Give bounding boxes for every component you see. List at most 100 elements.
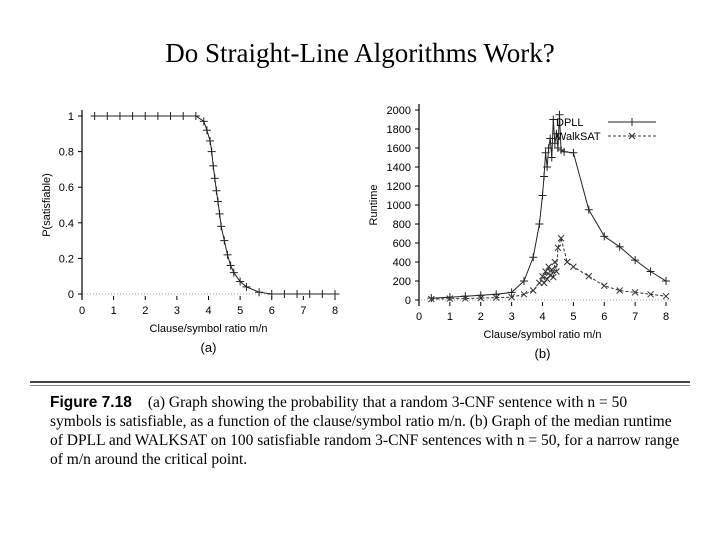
x-axis-label: Clause/symbol ratio m/n (150, 323, 268, 335)
series-line-dpll (431, 114, 667, 299)
data-point (529, 253, 538, 262)
y-tick-label: 200 (393, 276, 411, 288)
data-point (555, 110, 564, 119)
data-point (202, 126, 211, 135)
data-point (557, 234, 565, 242)
y-tick-label: 1600 (387, 143, 411, 155)
y-tick-label: 600 (393, 238, 411, 250)
data-point (477, 294, 485, 302)
y-axis-label: P(satisfiable) (41, 173, 53, 237)
data-point (179, 112, 188, 120)
data-point (128, 112, 137, 120)
y-tick-label: 0 (405, 295, 411, 307)
y-tick-label: 1800 (387, 124, 411, 136)
x-tick-label: 7 (632, 311, 638, 323)
y-tick-label: 0.8 (59, 147, 74, 159)
data-point (553, 268, 560, 275)
y-tick-label: 0 (68, 289, 74, 301)
data-point (103, 112, 112, 120)
x-tick-label: 8 (663, 311, 669, 323)
data-point (166, 112, 175, 120)
data-point (215, 209, 224, 218)
data-point (570, 263, 577, 271)
data-point (542, 268, 549, 275)
data-point (600, 232, 609, 241)
data-point (331, 290, 339, 298)
data-point (153, 112, 162, 120)
y-tick-label: 0.4 (59, 218, 74, 230)
data-point (549, 273, 557, 281)
data-point (547, 153, 556, 162)
data-point (631, 256, 640, 265)
data-point (255, 288, 264, 297)
caption-text: (a) Graph showing the probability that a… (50, 394, 680, 468)
y-tick-label: 1000 (387, 200, 411, 212)
data-point (548, 266, 556, 273)
data-point (600, 282, 608, 290)
x-tick-label: 6 (269, 305, 275, 317)
y-tick-label: 0.2 (59, 253, 74, 265)
data-point (646, 267, 655, 276)
data-point (206, 136, 215, 145)
data-point (508, 293, 515, 301)
data-point (242, 282, 251, 291)
x-tick-label: 5 (237, 305, 243, 317)
x-tick-label: 8 (332, 305, 338, 317)
data-point (427, 295, 435, 303)
panel-label: (a) (201, 340, 217, 355)
data-point (267, 290, 276, 298)
data-point (191, 112, 200, 120)
data-point (647, 290, 654, 298)
y-tick-label: 1400 (387, 162, 411, 174)
data-point (615, 242, 624, 251)
figure-label: Figure 7.18 (50, 394, 132, 411)
y-tick-label: 0.6 (59, 182, 74, 194)
x-tick-label: 0 (416, 311, 422, 323)
caption-rule-bottom (30, 385, 690, 386)
data-point (616, 287, 624, 294)
data-point (529, 287, 537, 294)
data-point (207, 147, 216, 156)
x-tick-label: 4 (205, 305, 211, 317)
data-point (550, 139, 559, 148)
y-tick-label: 800 (393, 219, 411, 231)
data-point (540, 279, 548, 287)
data-point (519, 277, 528, 285)
data-point (293, 290, 302, 298)
data-point (560, 147, 569, 156)
data-point (305, 290, 314, 298)
caption-rule-top (30, 381, 690, 383)
data-point (552, 129, 561, 138)
data-point (220, 236, 229, 245)
data-point (141, 112, 150, 120)
data-point (90, 112, 99, 120)
data-point (585, 272, 593, 280)
figure-caption: Figure 7.18 (a) Graph showing the probabi… (50, 393, 680, 469)
legend-label: WalkSAT (556, 131, 601, 143)
data-point (229, 268, 238, 277)
x-tick-label: 3 (174, 305, 180, 317)
y-tick-label: 2000 (387, 105, 411, 117)
data-point (551, 258, 559, 266)
x-tick-label: 2 (478, 311, 484, 323)
data-point (563, 258, 571, 266)
data-point (461, 295, 469, 302)
x-tick-label: 3 (509, 311, 515, 323)
data-point (539, 272, 546, 280)
data-point (199, 117, 208, 126)
data-point (544, 144, 553, 152)
data-point (538, 191, 547, 200)
legend-label: DPLL (556, 117, 584, 129)
data-point (540, 172, 549, 181)
data-point (543, 275, 551, 283)
data-point (427, 294, 436, 303)
data-point (213, 197, 222, 206)
data-point (569, 148, 578, 157)
panel-label: (b) (535, 346, 551, 361)
data-point (546, 134, 555, 143)
chart-b: 0 200 400 600 800 1000 1200 1400 1600 1800 2000 0 1 2… (368, 104, 672, 361)
data-point (543, 163, 552, 171)
data-point (541, 148, 550, 157)
x-tick-label: 2 (142, 305, 148, 317)
x-tick-label: 5 (570, 311, 576, 323)
